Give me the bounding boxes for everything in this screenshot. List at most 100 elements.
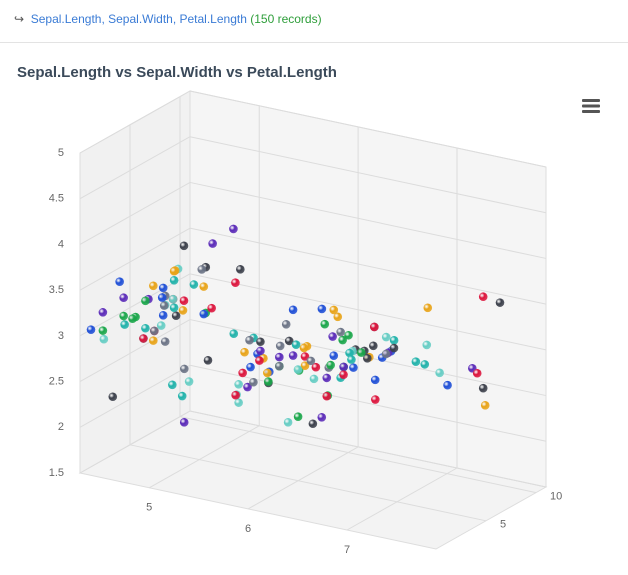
grid-line	[346, 467, 458, 531]
grid-line	[79, 227, 191, 291]
point	[177, 391, 187, 401]
point	[169, 266, 179, 276]
grid-line	[189, 181, 547, 259]
point	[150, 326, 159, 336]
point	[478, 292, 488, 302]
point	[149, 336, 158, 345]
point	[381, 349, 391, 359]
point	[119, 293, 128, 303]
point	[389, 336, 399, 345]
point	[98, 326, 108, 335]
point	[369, 341, 378, 351]
point	[293, 365, 303, 374]
grid-line	[79, 181, 191, 245]
point	[263, 368, 272, 378]
point	[347, 355, 356, 364]
point	[422, 340, 432, 350]
point	[179, 418, 189, 427]
x-tick-label: 7	[344, 544, 350, 556]
point	[389, 343, 399, 353]
point	[333, 312, 343, 322]
grid-line	[189, 90, 547, 168]
point	[495, 298, 505, 307]
point	[423, 303, 433, 313]
point	[156, 321, 166, 330]
point	[371, 395, 380, 404]
z-tick-label: 5	[500, 519, 506, 531]
point	[363, 354, 372, 363]
grid-line	[189, 410, 547, 488]
grid-line	[247, 446, 359, 510]
point	[158, 311, 168, 320]
point	[345, 348, 354, 358]
x-tick-label: 5	[146, 502, 152, 514]
point	[203, 356, 213, 365]
grid-line	[189, 227, 547, 305]
point	[308, 419, 318, 429]
record-count: (150 records)	[250, 12, 322, 26]
point	[381, 332, 391, 342]
point	[328, 332, 337, 341]
point	[189, 280, 199, 289]
point	[300, 361, 310, 370]
point	[120, 320, 129, 329]
point	[169, 303, 179, 313]
point	[159, 301, 169, 310]
point	[349, 363, 358, 372]
point	[370, 322, 379, 332]
point	[207, 303, 216, 313]
point	[169, 275, 179, 285]
point	[284, 336, 294, 346]
point	[275, 352, 284, 362]
point	[317, 304, 327, 314]
point	[275, 361, 284, 371]
point	[208, 239, 217, 248]
point	[157, 293, 167, 302]
point	[311, 362, 321, 372]
point	[119, 311, 128, 321]
point	[180, 364, 189, 374]
grid-line	[189, 364, 547, 442]
grid-line	[179, 416, 537, 494]
point	[322, 373, 332, 383]
point	[229, 224, 238, 234]
point	[336, 327, 345, 337]
point	[99, 334, 109, 344]
point	[115, 277, 124, 286]
point	[178, 306, 188, 315]
grid-line	[148, 425, 260, 489]
point	[472, 368, 482, 378]
breadcrumb[interactable]: ↪ Sepal.Length, Sepal.Width, Petal.Lengt…	[14, 12, 322, 26]
point	[229, 329, 239, 339]
grid-line	[79, 410, 191, 474]
point	[171, 311, 181, 321]
point	[420, 360, 430, 369]
point	[249, 377, 258, 387]
chart-title: Sepal.Length vs Sepal.Width vs Petal.Len…	[17, 64, 337, 81]
point	[339, 370, 348, 379]
point	[234, 380, 243, 389]
point	[179, 296, 189, 305]
point	[338, 335, 347, 345]
y-tick-label: 3.5	[49, 284, 64, 296]
point	[306, 356, 316, 366]
point	[344, 330, 353, 340]
field-list[interactable]: Sepal.Length, Sepal.Width, Petal.Length	[30, 12, 247, 26]
point	[288, 305, 298, 315]
separator	[0, 42, 628, 43]
point	[288, 351, 298, 360]
point	[357, 348, 366, 357]
point	[256, 337, 265, 347]
point	[141, 323, 150, 333]
grid-line	[79, 273, 191, 337]
y-tick-label: 1.5	[49, 467, 64, 479]
point	[141, 296, 150, 306]
grid-line	[79, 90, 191, 154]
grid-line	[79, 136, 191, 200]
menu-button[interactable]	[582, 98, 600, 114]
point	[299, 343, 309, 353]
y-tick-label: 2	[58, 421, 64, 433]
point	[158, 283, 168, 293]
point	[329, 351, 339, 360]
y-tick-label: 2.5	[49, 375, 64, 387]
